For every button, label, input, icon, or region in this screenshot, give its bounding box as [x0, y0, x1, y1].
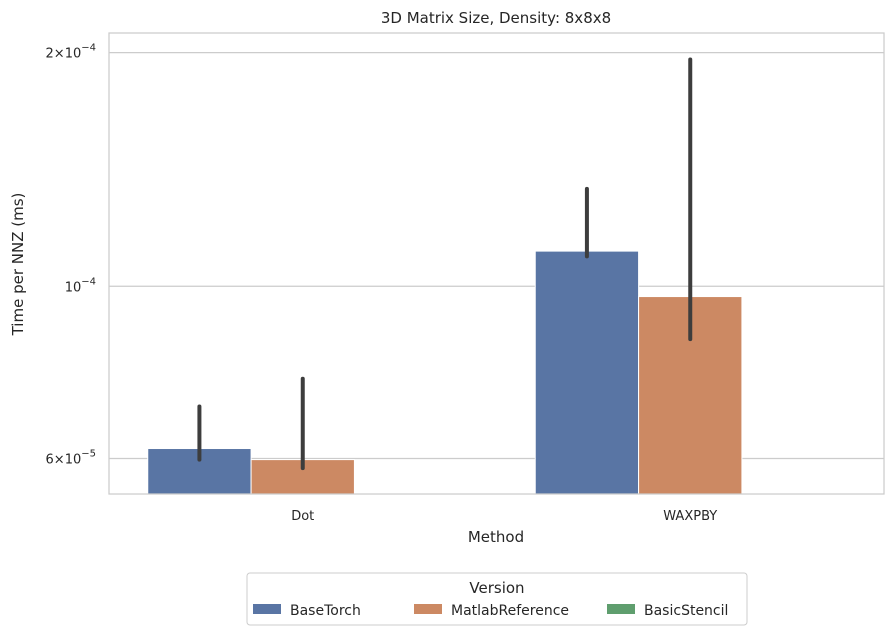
y-tick-label: 2×10−4 — [46, 43, 96, 62]
legend-label: BaseTorch — [290, 603, 361, 619]
x-axis-label: Method — [468, 528, 524, 546]
bar — [534, 250, 640, 495]
legend: Version BaseTorch MatlabReference BasicSte… — [246, 572, 748, 626]
x-ticks: Dot WAXPBY — [291, 509, 717, 524]
grid — [109, 52, 884, 460]
legend-label: MatlabReference — [451, 603, 569, 619]
x-tick-label: WAXPBY — [663, 509, 717, 524]
legend-swatch — [253, 604, 281, 614]
legend-label: BasicStencil — [644, 603, 728, 619]
chart-title: 3D Matrix Size, Density: 8x8x8 — [381, 9, 611, 27]
legend-swatch — [607, 604, 635, 614]
y-tick-label: 10−4 — [65, 276, 96, 295]
legend-title: Version — [469, 579, 524, 597]
bars — [147, 250, 743, 495]
legend-swatch — [414, 604, 442, 614]
y-tick-label: 6×10−5 — [46, 448, 96, 467]
y-axis-label: Time per NNZ (ms) — [9, 193, 27, 337]
legend-items: BaseTorch MatlabReference BasicStencil — [253, 603, 728, 619]
x-tick-label: Dot — [291, 509, 314, 524]
error-bars — [197, 57, 693, 471]
y-ticks: 6×10−5 10−4 2×10−4 — [46, 43, 96, 468]
plot-frame — [108, 32, 885, 495]
